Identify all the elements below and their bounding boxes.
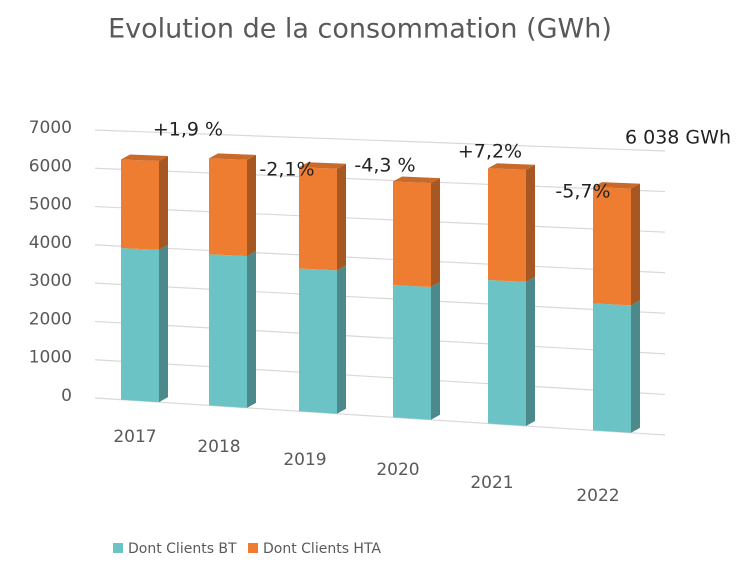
y-tick-label: 3000 (29, 271, 72, 291)
y-tick-label: 0 (61, 386, 72, 406)
grid-line (94, 129, 666, 152)
bar-segment (393, 176, 440, 288)
bar-segment (209, 153, 256, 257)
bar (209, 158, 247, 257)
bar (299, 268, 337, 414)
bar-side (631, 300, 640, 433)
bar-side (247, 154, 256, 257)
x-tick-label: 2017 (113, 427, 156, 447)
annotation: +7,2% (458, 141, 522, 163)
bar-side (431, 178, 440, 288)
grid-line (94, 205, 666, 233)
y-tick-label: 7000 (29, 118, 72, 138)
chart-title: Evolution de la consommation (GWh) (108, 14, 612, 45)
x-tick-label: 2022 (576, 486, 619, 506)
bar-segment (393, 282, 440, 420)
bar-side (526, 276, 535, 426)
bar-side (526, 164, 535, 282)
bar-top (121, 154, 168, 162)
bar (488, 168, 526, 282)
y-tick-label: 1000 (29, 348, 72, 368)
bar-segment (121, 154, 168, 250)
bar-segment (488, 163, 535, 282)
bar-top (593, 182, 640, 189)
y-tick-label: 5000 (29, 195, 72, 215)
bar-segment (593, 182, 640, 306)
bar-segment (299, 162, 346, 271)
y-tick-label: 6000 (29, 156, 72, 176)
bar (393, 285, 431, 420)
bar-segment (488, 276, 535, 426)
bar (299, 167, 337, 271)
bar (593, 303, 631, 433)
annotation: +1,9 % (153, 119, 223, 141)
y-tick-label: 4000 (29, 233, 72, 253)
grid-line (94, 282, 666, 314)
bar-side (337, 265, 346, 414)
x-tick-label: 2021 (470, 473, 513, 493)
bar-segment (121, 244, 168, 403)
x-tick-label: 2020 (376, 460, 419, 480)
grid-line (94, 167, 666, 193)
bar-segment (299, 265, 346, 414)
grid-line (94, 397, 666, 436)
bar (209, 254, 247, 408)
x-tick-label: 2019 (283, 450, 326, 470)
bar-top (488, 163, 535, 170)
bar-side (631, 183, 640, 306)
bar-side (159, 156, 168, 250)
y-tick-label: 2000 (29, 309, 72, 329)
x-tick-label: 2018 (197, 437, 240, 457)
grid-line (94, 320, 666, 355)
bar-top (299, 162, 346, 169)
grid-line (94, 244, 666, 274)
bar-side (337, 163, 346, 271)
bar-segment (593, 300, 640, 433)
annotation: -4,3 % (354, 155, 415, 177)
bar-segment (209, 251, 256, 408)
legend-swatch (248, 543, 258, 553)
annotation: 6 038 GWh (625, 127, 731, 149)
legend-label: Dont Clients BT (128, 541, 237, 557)
annotation: -5,7% (555, 181, 610, 203)
legend-label: Dont Clients HTA (263, 541, 381, 557)
bar-top (209, 153, 256, 160)
bar (488, 280, 526, 426)
bar (593, 187, 631, 306)
bar-side (247, 251, 256, 408)
bar (393, 181, 431, 288)
legend-swatch (113, 543, 123, 553)
bar-side (159, 244, 168, 403)
bar-top (393, 176, 440, 184)
bar-side (431, 282, 440, 420)
annotation: -2,1% (259, 159, 314, 181)
grid-line (94, 359, 666, 396)
bar (121, 248, 159, 403)
bar (121, 159, 159, 250)
